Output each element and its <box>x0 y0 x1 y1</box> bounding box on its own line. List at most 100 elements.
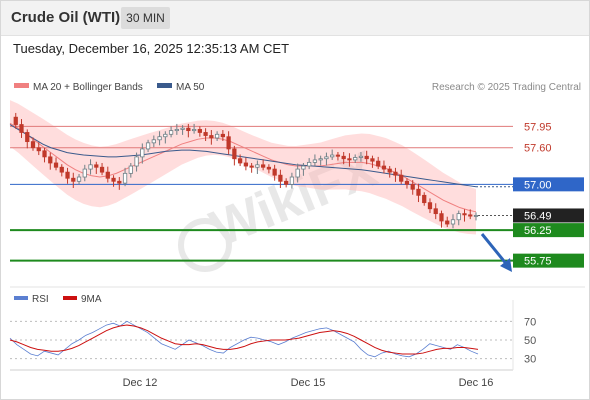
candle-body <box>261 164 266 168</box>
level-badge-56.49 <box>513 208 584 223</box>
candle-body <box>387 168 392 173</box>
candle-body <box>59 166 64 173</box>
candle-body <box>364 155 369 160</box>
forecast-arrow-icon <box>480 233 512 272</box>
level-label-56.49: 56.49 <box>524 210 552 222</box>
candle-body <box>249 165 254 168</box>
candle-body <box>168 130 174 135</box>
candle-body <box>48 156 53 164</box>
rsi-tick-50: 50 <box>524 335 536 347</box>
candle-body <box>82 168 87 178</box>
candle-body <box>30 141 36 149</box>
level-label-56.25: 56.25 <box>524 225 552 237</box>
candle-body <box>473 215 479 217</box>
candle-body <box>180 127 185 130</box>
level-label-55.75: 55.75 <box>524 256 552 268</box>
candle-body <box>433 208 438 215</box>
candle-body <box>456 213 461 221</box>
candle-body <box>462 213 467 216</box>
rsi-legend-swatch <box>14 296 28 300</box>
candle-body <box>347 158 352 161</box>
candle-body <box>232 148 237 160</box>
candle-body <box>307 161 312 167</box>
x-tick-labels: Dec 12 Dec 15 Dec 16 <box>123 377 494 389</box>
candle-body <box>404 180 410 185</box>
instrument-title: Crude Oil (WTI) <box>11 9 121 26</box>
candle-body <box>186 127 191 132</box>
rsi-lines <box>9 320 479 358</box>
candle-body <box>427 202 433 210</box>
candle-body <box>99 166 105 173</box>
9ma-legend-label: 9MA <box>81 294 102 305</box>
level-label-57.95: 57.95 <box>524 121 552 133</box>
candle-body <box>255 164 260 168</box>
candle-body <box>163 133 168 138</box>
chart-header: Crude Oil (WTI) 30 MIN <box>0 0 590 36</box>
9ma-legend-swatch <box>63 296 77 300</box>
9ma-line <box>9 324 479 355</box>
candle-body <box>341 155 346 160</box>
rsi-tick-labels: 70 50 30 <box>524 316 536 365</box>
x-tick-Dec-16: Dec 16 <box>459 377 494 389</box>
candle-body <box>220 133 225 138</box>
candle-body <box>272 168 277 176</box>
report-datetime: Tuesday, December 16, 2025 12:35:13 AM C… <box>13 41 290 56</box>
timeframe-button[interactable]: 30 MIN <box>121 7 170 29</box>
candle-body <box>105 171 110 179</box>
candle-body <box>243 162 249 167</box>
candle-body <box>145 142 151 150</box>
candle-body <box>42 150 47 158</box>
candle-body <box>318 158 323 161</box>
candle-body <box>214 133 220 139</box>
candle-body <box>117 180 122 184</box>
level-badge-57.00 <box>513 177 584 192</box>
candle-body <box>376 160 381 167</box>
candle-body <box>13 116 18 125</box>
level-label-57.60: 57.60 <box>524 143 552 155</box>
candle-body <box>128 165 133 174</box>
candle-body <box>111 177 116 182</box>
candle-body <box>151 139 156 144</box>
ma50-legend-swatch <box>157 83 172 88</box>
level-labels: 57.95 57.60 57.00 56.49 56.25 55.75 <box>513 121 584 268</box>
rsi-line <box>9 320 479 358</box>
x-tick-Dec-15: Dec 15 <box>291 377 326 389</box>
ma20-legend-swatch <box>14 83 29 88</box>
candle-body <box>284 180 289 185</box>
price-levels <box>10 125 513 262</box>
source-credit: Research © 2025 Trading Central <box>432 82 581 93</box>
candle-body <box>301 165 306 170</box>
candle-body <box>203 132 208 136</box>
ma20-line <box>9 122 477 213</box>
rsi-gridlines <box>10 320 513 360</box>
candle-body <box>353 157 358 161</box>
level-badge-55.75 <box>513 253 584 268</box>
candle-body <box>226 136 231 150</box>
candle-body <box>393 171 398 176</box>
candle-body <box>278 174 283 182</box>
candle-body <box>25 132 30 143</box>
candle-body <box>416 188 421 196</box>
candle-body <box>312 159 318 163</box>
candle-body <box>122 172 128 184</box>
rsi-tick-30: 30 <box>524 354 536 366</box>
candle-body <box>140 148 145 158</box>
candle-body <box>76 176 82 182</box>
candle-body <box>65 171 70 179</box>
ma20-legend-label: MA 20 + Bollinger Bands <box>33 82 143 93</box>
candle-body <box>450 219 456 225</box>
candle-body <box>266 166 272 170</box>
level-label-57.00: 57.00 <box>524 179 552 191</box>
rsi-legend: RSI 9MA <box>14 294 102 305</box>
candle-body <box>358 155 364 158</box>
rsi-tick-70: 70 <box>524 316 536 328</box>
candle-body <box>88 164 93 170</box>
x-tick-Dec-12: Dec 12 <box>123 377 158 389</box>
moving-averages <box>9 122 513 213</box>
candle-body <box>370 158 375 162</box>
candle-body <box>94 164 99 168</box>
candle-body <box>134 156 139 167</box>
candle-body <box>439 213 444 222</box>
candle-body <box>197 129 202 133</box>
